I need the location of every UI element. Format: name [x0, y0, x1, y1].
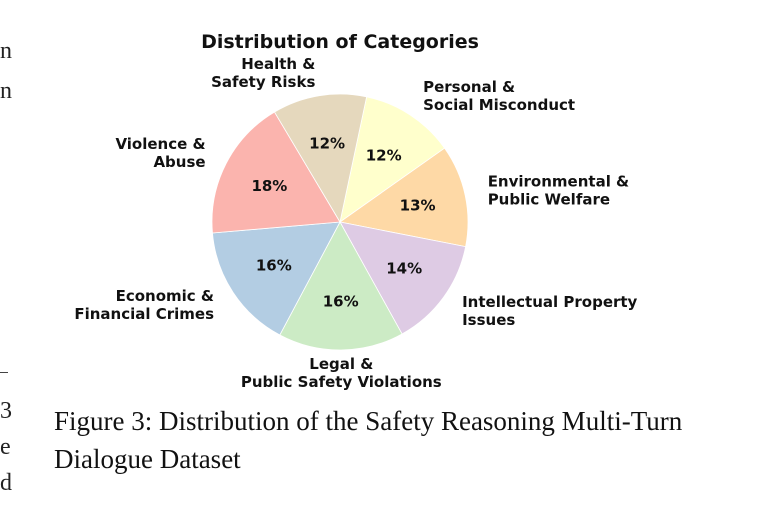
slice-category-label-line: Legal & — [309, 355, 373, 373]
slice-category-label-line: Social Misconduct — [423, 96, 575, 114]
pie-slice — [211, 111, 341, 234]
slice-percent-label: 12% — [309, 135, 345, 153]
slice-category-label: Environmental & Public Welfare — [488, 172, 629, 208]
margin-fragment: d — [0, 470, 12, 496]
pie-slice — [279, 221, 403, 351]
margin-fragment: 3 — [0, 398, 12, 424]
slice-category-label-line: Economic & — [116, 287, 214, 305]
slice-percent-label: 16% — [323, 292, 359, 310]
slice-category-label: Intellectual Property Issues — [462, 293, 637, 329]
margin-fragment: e — [0, 434, 11, 460]
pie-slice — [339, 147, 469, 248]
slice-category-label-line: Environmental & — [488, 172, 629, 190]
slice-category-label-line: Financial Crimes — [74, 305, 214, 323]
pie-percent-labels: 12% 13% 14% 16% 16% 18% 12% — [251, 135, 435, 311]
slice-category-label-line: Personal & — [423, 78, 515, 96]
slice-category-label-line: Abuse — [153, 153, 205, 171]
pie-slices — [211, 93, 469, 351]
slice-category-label: Personal & Social Misconduct — [423, 78, 575, 114]
margin-fragment: n — [0, 78, 12, 104]
slice-category-label: Health & Safety Risks — [211, 55, 315, 91]
slice-category-label-line: Health & — [241, 55, 315, 73]
pie-category-labels: Personal & Social Misconduct Environmental… — [74, 55, 637, 391]
pie-slice — [212, 221, 341, 336]
slice-percent-label: 14% — [386, 260, 422, 278]
margin-rule — [0, 372, 8, 373]
margin-fragment: n — [0, 38, 12, 64]
pie-slice — [273, 93, 368, 224]
chart-title: Distribution of Categories — [201, 31, 479, 53]
slice-percent-label: 18% — [251, 177, 287, 195]
pie-slice — [339, 221, 467, 335]
pie-slice — [339, 96, 446, 223]
pie-chart: Distribution of Categories 12%13%14%16%1… — [74, 31, 637, 391]
slice-category-label: Economic & Financial Crimes — [74, 287, 214, 323]
slice-category-label-line: Public Safety Violations — [241, 373, 442, 391]
slice-category-label: Violence & Abuse — [115, 135, 205, 171]
slice-percent-label: 13% — [400, 196, 436, 214]
slice-category-label-line: Public Welfare — [488, 190, 610, 208]
slice-category-label-line: Issues — [462, 311, 515, 329]
slice-category-label-line: Safety Risks — [211, 73, 315, 91]
slice-category-label-line: Violence & — [115, 135, 205, 153]
slice-percent-label: 16% — [256, 257, 292, 275]
slice-category-label-line: Intellectual Property — [462, 293, 637, 311]
slice-percent-label: 12% — [366, 147, 402, 165]
figure-caption: Figure 3: Distribution of the Safety Rea… — [54, 406, 683, 474]
slice-category-label: Legal & Public Safety Violations — [241, 355, 442, 391]
